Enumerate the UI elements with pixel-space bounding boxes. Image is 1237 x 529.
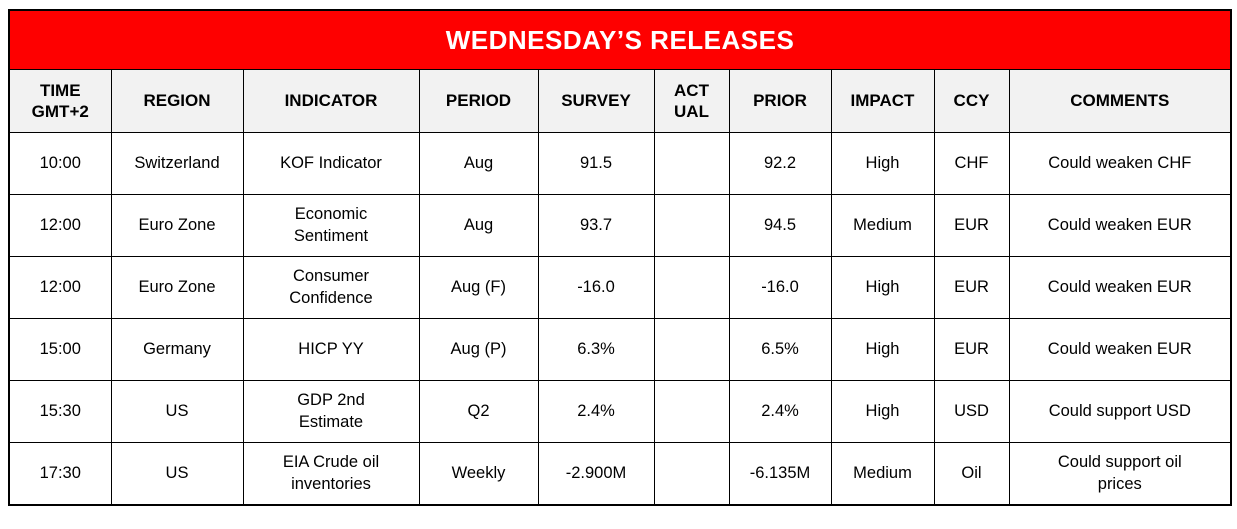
cell-prior: -6.135M	[728, 442, 832, 506]
cell-actual	[653, 380, 730, 443]
cell-indicator: Consumer Confidence	[242, 256, 420, 319]
cell-comments: Could weaken EUR	[1008, 318, 1232, 381]
cell-ccy: EUR	[933, 194, 1010, 257]
releases-table: WEDNESDAY’S RELEASES TIME GMT+2 REGION I…	[8, 9, 1233, 506]
cell-period: Aug	[418, 132, 539, 195]
column-header-survey: SURVEY	[537, 69, 655, 133]
cell-indicator: EIA Crude oil inventories	[242, 442, 420, 506]
cell-ccy: EUR	[933, 318, 1010, 381]
cell-region: Germany	[110, 318, 244, 381]
cell-indicator: Economic Sentiment	[242, 194, 420, 257]
cell-region: Switzerland	[110, 132, 244, 195]
cell-prior: 92.2	[728, 132, 832, 195]
table-row: 15:30 US GDP 2nd Estimate Q2 2.4% 2.4% H…	[8, 380, 1232, 443]
table-row: 12:00 Euro Zone Consumer Confidence Aug …	[8, 256, 1232, 319]
cell-region: Euro Zone	[110, 194, 244, 257]
releases-table-container: WEDNESDAY’S RELEASES TIME GMT+2 REGION I…	[8, 9, 1233, 506]
cell-survey: 2.4%	[537, 380, 655, 443]
cell-period: Aug (P)	[418, 318, 539, 381]
column-header-region: REGION	[110, 69, 244, 133]
table-row: 10:00 Switzerland KOF Indicator Aug 91.5…	[8, 132, 1232, 195]
cell-actual	[653, 442, 730, 506]
cell-ccy: CHF	[933, 132, 1010, 195]
cell-time: 12:00	[8, 194, 112, 257]
cell-impact: High	[830, 318, 935, 381]
cell-actual	[653, 318, 730, 381]
column-header-indicator: INDICATOR	[242, 69, 420, 133]
cell-region: Euro Zone	[110, 256, 244, 319]
header-row: TIME GMT+2 REGION INDICATOR PERIOD SURVE…	[8, 69, 1232, 133]
column-header-ccy: CCY	[933, 69, 1010, 133]
column-header-period: PERIOD	[418, 69, 539, 133]
cell-region: US	[110, 380, 244, 443]
cell-comments: Could support oil prices	[1008, 442, 1232, 506]
cell-period: Aug	[418, 194, 539, 257]
cell-period: Aug (F)	[418, 256, 539, 319]
cell-prior: 2.4%	[728, 380, 832, 443]
cell-time: 15:30	[8, 380, 112, 443]
title-row: WEDNESDAY’S RELEASES	[8, 9, 1232, 70]
column-header-comments: COMMENTS	[1008, 69, 1232, 133]
table-row: 15:00 Germany HICP YY Aug (P) 6.3% 6.5% …	[8, 318, 1232, 381]
cell-survey: 91.5	[537, 132, 655, 195]
cell-indicator: GDP 2nd Estimate	[242, 380, 420, 443]
cell-time: 12:00	[8, 256, 112, 319]
cell-actual	[653, 256, 730, 319]
cell-period: Weekly	[418, 442, 539, 506]
cell-prior: -16.0	[728, 256, 832, 319]
cell-comments: Could weaken EUR	[1008, 256, 1232, 319]
cell-region: US	[110, 442, 244, 506]
cell-impact: High	[830, 256, 935, 319]
column-header-prior: PRIOR	[728, 69, 832, 133]
cell-time: 15:00	[8, 318, 112, 381]
table-row: 17:30 US EIA Crude oil inventories Weekl…	[8, 442, 1232, 506]
table-row: 12:00 Euro Zone Economic Sentiment Aug 9…	[8, 194, 1232, 257]
cell-actual	[653, 194, 730, 257]
cell-impact: Medium	[830, 442, 935, 506]
cell-ccy: EUR	[933, 256, 1010, 319]
cell-survey: -2.900M	[537, 442, 655, 506]
cell-time: 17:30	[8, 442, 112, 506]
cell-survey: -16.0	[537, 256, 655, 319]
cell-actual	[653, 132, 730, 195]
cell-impact: Medium	[830, 194, 935, 257]
cell-ccy: USD	[933, 380, 1010, 443]
cell-comments: Could support USD	[1008, 380, 1232, 443]
cell-impact: High	[830, 380, 935, 443]
cell-indicator: KOF Indicator	[242, 132, 420, 195]
table-title: WEDNESDAY’S RELEASES	[8, 9, 1232, 70]
column-header-impact: IMPACT	[830, 69, 935, 133]
cell-impact: High	[830, 132, 935, 195]
cell-survey: 93.7	[537, 194, 655, 257]
column-header-time: TIME GMT+2	[8, 69, 112, 133]
cell-survey: 6.3%	[537, 318, 655, 381]
cell-comments: Could weaken EUR	[1008, 194, 1232, 257]
cell-time: 10:00	[8, 132, 112, 195]
cell-prior: 6.5%	[728, 318, 832, 381]
cell-comments: Could weaken CHF	[1008, 132, 1232, 195]
cell-ccy: Oil	[933, 442, 1010, 506]
column-header-actual: ACT UAL	[653, 69, 730, 133]
cell-indicator: HICP YY	[242, 318, 420, 381]
cell-prior: 94.5	[728, 194, 832, 257]
cell-period: Q2	[418, 380, 539, 443]
